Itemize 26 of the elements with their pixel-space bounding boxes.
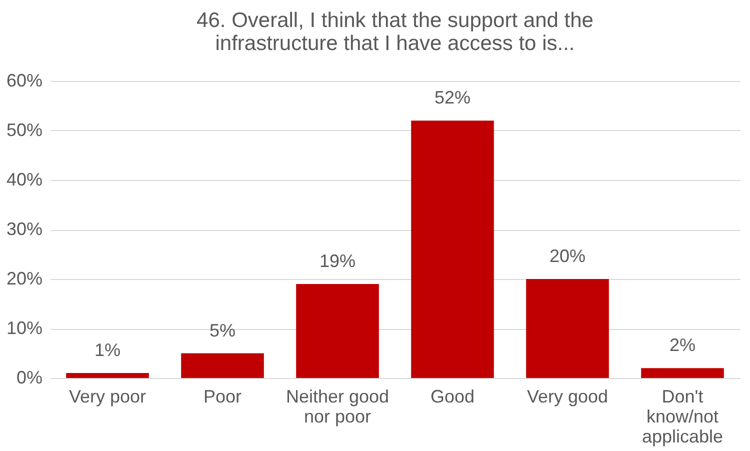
bar [66,373,149,378]
x-tick-label: Very poor [68,386,146,406]
x-tick-label: Good [430,386,475,406]
chart-title: 46. Overall, I think that the support and the infrastructure that I have access to is... [196,9,594,55]
data-label: 5% [209,320,236,340]
bar [526,279,609,378]
bar [411,120,494,378]
data-label: 20% [549,246,586,266]
y-tick-label: 0% [16,368,42,388]
y-tick-label: 40% [6,170,42,190]
data-label: 19% [319,250,356,271]
x-tick-label: Don't know/not applicable [642,386,724,446]
data-label: 2% [669,335,696,356]
bar [641,368,724,378]
x-tick-label: Neither good nor poor [286,386,390,426]
y-tick-label: 60% [6,70,42,90]
bar [181,353,264,378]
bar [296,284,379,378]
y-tick-label: 10% [6,318,42,338]
x-tick-label: Poor [203,386,242,406]
y-tick-label: 30% [6,219,42,239]
data-label: 52% [434,88,471,108]
y-tick-label: 50% [6,120,42,140]
x-tick-label: Very good [526,386,608,406]
data-label: 1% [94,340,121,360]
y-tick-label: 20% [6,268,42,288]
